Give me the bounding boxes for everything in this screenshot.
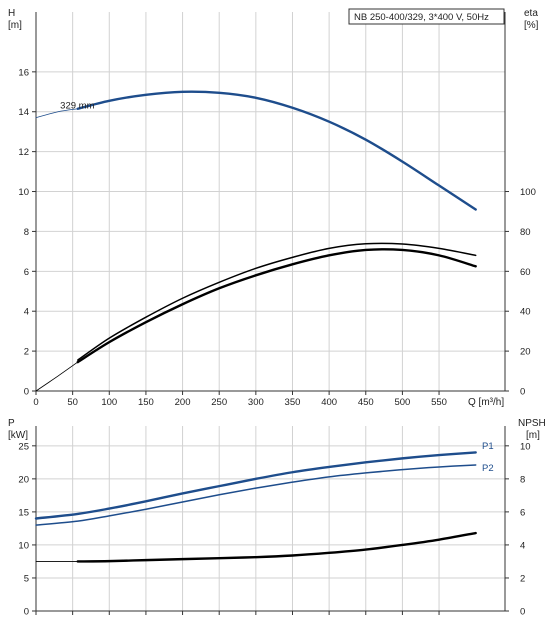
x-tick-label: 450: [358, 397, 374, 408]
left-y-tick-label: 0: [24, 607, 29, 618]
left-y-tick-label: 15: [18, 507, 29, 518]
x-tick-label: 150: [138, 397, 154, 408]
right-y-tick-label: 60: [520, 267, 531, 278]
series-line-3: [76, 531, 477, 563]
left-axis-title: P: [8, 418, 15, 429]
right-axis-unit: [%]: [524, 20, 539, 31]
left-y-tick-label: 10: [18, 187, 29, 198]
x-tick-label: 550: [431, 397, 447, 408]
series-line-1: [76, 90, 477, 211]
series-line-3: [77, 242, 477, 361]
x-tick-label: 350: [285, 397, 301, 408]
left-y-tick-label: 14: [18, 107, 29, 118]
right-y-tick-label: 10: [520, 441, 531, 452]
series-line-0: [35, 108, 79, 119]
gridlines: [36, 426, 505, 611]
left-axis-unit: [m]: [8, 20, 22, 31]
curve-annotation: 329 mm: [60, 101, 94, 112]
right-axis-unit: [m]: [526, 430, 540, 441]
series-label-p2: P2: [482, 463, 494, 474]
right-y-tick-label: 8: [520, 474, 525, 485]
left-y-tick-label: 12: [18, 147, 29, 158]
x-tick-label: 250: [211, 397, 227, 408]
x-tick-label: 0: [33, 397, 38, 408]
right-y-tick-label: 6: [520, 507, 525, 518]
left-y-tick-label: 4: [24, 307, 29, 318]
right-y-tick-label: 100: [520, 187, 536, 198]
chart-title-box: [348, 8, 505, 25]
left-y-tick-label: 20: [18, 474, 29, 485]
x-tick-label: 200: [175, 397, 191, 408]
head-efficiency-plot: 0 2 4 6 8 10 12 14 16 0 20 40 60 80 100 0 50 100 150 200 250…: [8, 8, 539, 408]
right-y-tick-label: 2: [520, 573, 525, 584]
left-y-tick-label: 2: [24, 347, 29, 358]
series-p1-line: [34, 451, 477, 520]
right-y-tick-label: 4: [520, 540, 525, 551]
left-axis-title: H: [8, 8, 15, 19]
series-line-2: [35, 361, 79, 392]
x-tick-label: 300: [248, 397, 264, 408]
x-tick-label: 400: [321, 397, 337, 408]
gridlines: [36, 12, 505, 391]
series-p2-line: [35, 464, 477, 526]
chart-title: NB 250-400/329, 3*400 V, 50Hz: [354, 12, 489, 23]
right-y-tick-label: 20: [520, 347, 531, 358]
left-y-tick-label: 0: [24, 387, 29, 398]
series-line-4: [76, 248, 477, 364]
right-axis-title: eta: [524, 8, 538, 19]
left-axis-unit: [kW]: [8, 430, 28, 441]
series-label-p1: P1: [482, 441, 494, 452]
x-axis-title: Q [m³/h]: [468, 397, 504, 408]
right-y-tick-label: 0: [520, 607, 525, 618]
x-tick-label: 500: [394, 397, 410, 408]
power-npsh-plot: 0 5 10 15 20 25 0 2 4 6 8 10 P[kW] NPSH[m] P1 P2: [8, 418, 546, 618]
right-y-tick-label: 0: [520, 387, 525, 398]
left-y-tick-label: 16: [18, 67, 29, 78]
right-y-tick-label: 80: [520, 227, 531, 238]
left-y-tick-label: 25: [18, 441, 29, 452]
right-y-tick-label: 40: [520, 307, 531, 318]
left-y-tick-label: 10: [18, 540, 29, 551]
x-tick-label: 50: [67, 397, 78, 408]
left-y-tick-label: 8: [24, 227, 29, 238]
left-y-tick-label: 5: [24, 573, 29, 584]
right-axis-title: NPSH: [518, 418, 546, 429]
x-tick-label: 100: [101, 397, 117, 408]
left-y-tick-label: 6: [24, 267, 29, 278]
